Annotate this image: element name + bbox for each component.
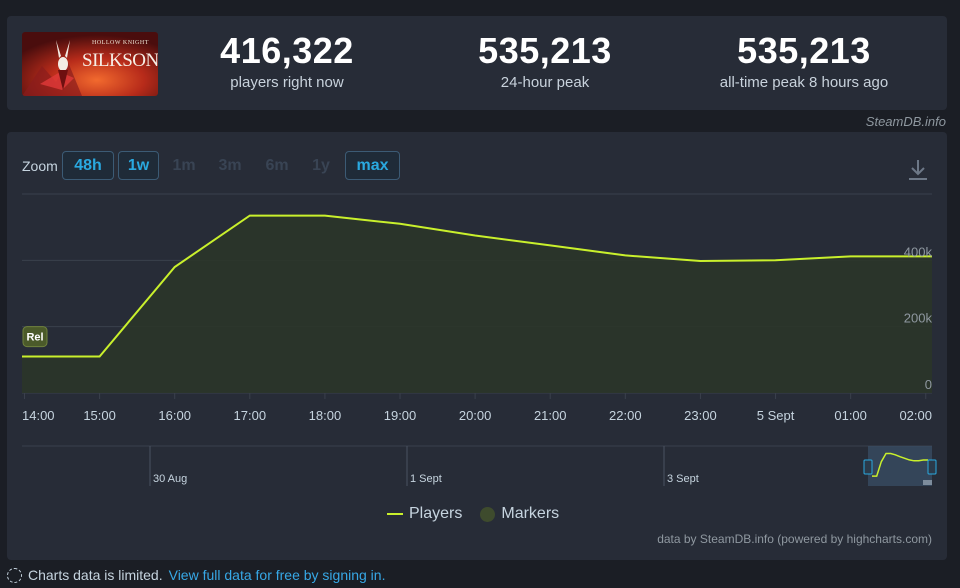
data-limited-notice: Charts data is limited. View full data f… xyxy=(7,567,385,583)
markers-dot-swatch xyxy=(480,506,496,522)
steamdb-attribution[interactable]: SteamDB.info xyxy=(865,114,946,129)
alltime-peak-label: all-time peak 8 hours ago xyxy=(719,74,889,91)
navigator-left-handle xyxy=(863,459,873,475)
zoom-48h-button[interactable]: 48h xyxy=(62,151,114,180)
players-area-fill xyxy=(22,215,932,393)
release-marker xyxy=(22,326,48,348)
players-now-value: 416,322 xyxy=(220,30,354,71)
info-dashed-icon xyxy=(7,567,22,583)
x-tick-label: 5 Sept xyxy=(757,408,795,423)
chart-credits[interactable]: data by SteamDB.info (powered by highcha… xyxy=(657,532,932,546)
x-tick-label: 21:00 xyxy=(534,408,567,423)
navigator-selection xyxy=(868,446,932,486)
y-tick-label: 0 xyxy=(925,377,932,392)
release-marker-label: Rel xyxy=(26,332,43,344)
x-tick-label: 19:00 xyxy=(384,408,417,423)
zoom-6m-button[interactable]: 6m xyxy=(265,157,289,174)
zoom-1m-button[interactable]: 1m xyxy=(172,157,196,174)
zoom-1y-button[interactable]: 1y xyxy=(312,157,330,174)
navigator-date-label: 30 Aug xyxy=(153,473,187,485)
stat-alltime-peak: 535,213 all-time peak 8 hours ago xyxy=(684,30,924,91)
stats-card: HOLLOW KNIGHT SILKSONG 416,322 players r… xyxy=(7,16,947,110)
legend-players-label: Players xyxy=(409,505,463,522)
x-tick-label: 23:00 xyxy=(684,408,717,423)
player-count-chart[interactable]: 14:00 15:00 16:00 17:00 18:00 19:00 20:00 21:00… xyxy=(7,132,947,502)
x-tick-label: 01:00 xyxy=(834,408,867,423)
chart-card: Zoom 48h 1w 1m 3m 6m 1y max 14:00 15:00 16… xyxy=(7,132,947,560)
chart-legend: Players Markers xyxy=(387,505,559,523)
players-line-swatch xyxy=(387,513,403,515)
y-tick-label: 400k xyxy=(904,244,933,259)
legend-item-players[interactable]: Players xyxy=(387,505,462,523)
players-now-label: players right now xyxy=(230,74,344,91)
x-tick-label: 02:00 xyxy=(899,408,932,423)
logo-title: SILKSONG xyxy=(82,50,158,71)
logo-subtitle: HOLLOW KNIGHT xyxy=(92,40,149,46)
legend-item-markers[interactable]: Markers xyxy=(480,505,559,523)
stat-players-now: 416,322 players right now xyxy=(167,30,407,91)
y-tick-label: 200k xyxy=(904,311,933,326)
navigator-date-label: 3 Sept xyxy=(667,473,699,485)
x-tick-label: 17:00 xyxy=(234,408,267,423)
x-tick-label: 22:00 xyxy=(609,408,642,423)
navigator-mini-line xyxy=(872,452,928,477)
navigator-right-handle xyxy=(927,459,937,475)
download-icon[interactable] xyxy=(907,158,929,182)
legend-markers-label: Markers xyxy=(501,505,560,522)
x-tick-label: 18:00 xyxy=(309,408,342,423)
zoom-3m-button[interactable]: 3m xyxy=(218,157,242,174)
zoom-1w-button[interactable]: 1w xyxy=(118,151,159,180)
game-header-image[interactable]: HOLLOW KNIGHT SILKSONG xyxy=(22,32,158,96)
navigator-scroll-grip xyxy=(923,480,932,485)
x-tick-label: 20:00 xyxy=(459,408,492,423)
limited-text: Charts data is limited. xyxy=(28,567,163,583)
x-tick-label: 14:00 xyxy=(22,408,55,423)
navigator-date-label: 1 Sept xyxy=(410,473,442,485)
alltime-peak-value: 535,213 xyxy=(737,30,871,71)
players-series-line xyxy=(22,214,932,358)
peak-24h-value: 535,213 xyxy=(478,30,612,71)
x-tick-label: 15:00 xyxy=(83,408,116,423)
stat-24h-peak: 535,213 24-hour peak xyxy=(425,30,665,91)
sign-in-link[interactable]: View full data for free by signing in. xyxy=(168,567,386,583)
zoom-label: Zoom xyxy=(22,158,58,174)
zoom-max-button[interactable]: max xyxy=(345,151,400,180)
x-tick-label: 16:00 xyxy=(158,408,191,423)
peak-24h-label: 24-hour peak xyxy=(500,74,590,91)
